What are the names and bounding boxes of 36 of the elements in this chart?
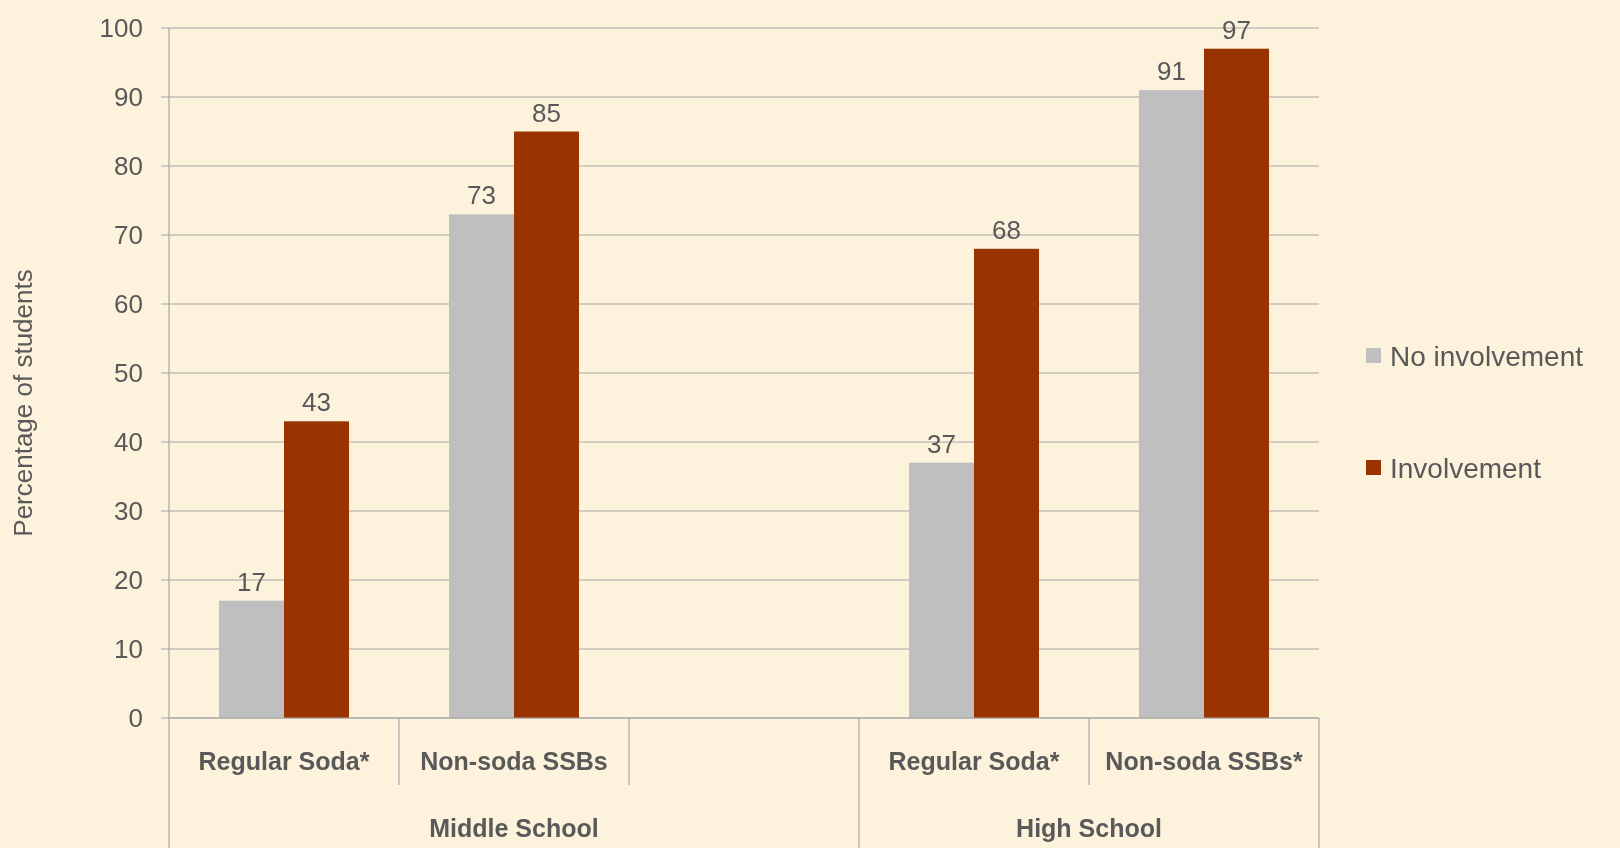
bar	[219, 600, 284, 718]
bar	[1204, 48, 1269, 718]
bar	[909, 462, 974, 718]
y-tick-label: 40	[114, 427, 143, 458]
legend-label: No involvement	[1390, 340, 1584, 372]
y-tick-label: 70	[114, 220, 143, 251]
y-tick-label: 0	[128, 703, 143, 734]
data-label: 97	[1222, 14, 1251, 45]
y-tick-label: 30	[114, 496, 143, 527]
data-label: 17	[237, 566, 266, 597]
data-label: 68	[992, 214, 1021, 245]
bar	[974, 248, 1039, 718]
y-tick-label: 60	[114, 289, 143, 320]
y-axis-title: Percentage of students	[8, 269, 38, 537]
x-tick-label: Non-soda SSBs*	[1105, 746, 1303, 775]
y-tick-label: 20	[114, 565, 143, 596]
data-label: 37	[927, 428, 956, 459]
data-label: 85	[532, 97, 561, 128]
y-tick-label: 50	[114, 358, 143, 389]
x-tick-label: Regular Soda*	[888, 746, 1060, 775]
bar	[284, 421, 349, 718]
bar	[449, 214, 514, 718]
bar	[514, 131, 579, 718]
bar	[1139, 90, 1204, 718]
data-label: 91	[1157, 56, 1186, 87]
legend-label: Involvement	[1390, 452, 1542, 484]
y-tick-label: 90	[114, 82, 143, 113]
x-tick-label: Non-soda SSBs	[420, 746, 608, 775]
x-tick-label: Regular Soda*	[198, 746, 370, 775]
y-tick-label: 80	[114, 151, 143, 182]
y-tick-label: 100	[99, 13, 143, 44]
data-label: 43	[302, 387, 331, 418]
y-tick-label: 10	[114, 634, 143, 665]
text: Middle School	[429, 813, 599, 842]
text: High School	[1016, 813, 1162, 842]
data-label: 73	[467, 180, 496, 211]
